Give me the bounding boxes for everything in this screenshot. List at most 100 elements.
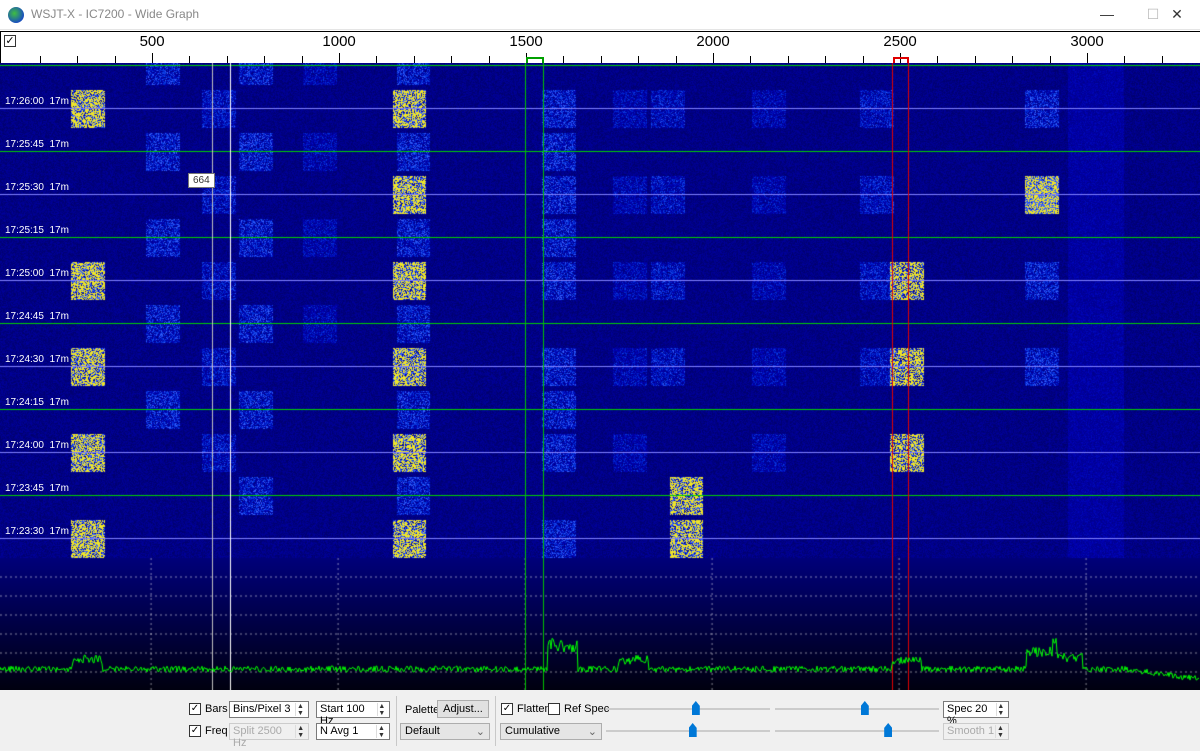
close-button[interactable]: ✕ <box>1171 6 1183 22</box>
slider-track <box>775 730 939 732</box>
tx-frequency-marker[interactable] <box>893 57 909 63</box>
scale-tick <box>488 56 490 63</box>
gain-slider[interactable] <box>606 696 770 716</box>
slider-thumb[interactable] <box>688 723 697 737</box>
spin-arrows-icon[interactable]: ▲ ▼ <box>376 703 386 717</box>
frequency-scale[interactable]: ✓ 500 1000 1500 2000 2500 3000 <box>0 31 1200 63</box>
scale-label: 500 <box>139 33 165 50</box>
ref-spec-checkbox[interactable]: Ref Spec <box>548 703 609 715</box>
spectrum-mode-dropdown[interactable]: Cumulative ⌄ <box>500 723 602 740</box>
time-label: 17:25:30 17m <box>5 182 69 193</box>
spin-arrows-icon[interactable]: ▲ ▼ <box>995 703 1005 717</box>
zero-slider[interactable] <box>775 696 939 716</box>
scale-label: 2000 <box>696 33 730 50</box>
freq-checkbox[interactable]: ✓ Freq <box>189 725 228 737</box>
spectrum-gain-slider[interactable] <box>606 718 770 738</box>
slider-track <box>606 730 770 732</box>
slider-thumb[interactable] <box>691 701 700 715</box>
slider-thumb[interactable] <box>884 723 893 737</box>
n-avg-value: N Avg 1 <box>320 725 359 737</box>
palette-label: Palette <box>405 704 440 716</box>
scale-checkbox[interactable]: ✓ <box>4 35 16 47</box>
scale-tick <box>1087 53 1089 63</box>
scale-tick <box>301 56 303 63</box>
slider-track <box>606 708 770 710</box>
flatten-checkbox[interactable]: ✓ Flatten <box>501 703 551 715</box>
scale-tick <box>1124 56 1126 63</box>
scale-tick <box>264 56 266 63</box>
freq-label: Freq <box>205 725 228 737</box>
waterfall-canvas[interactable] <box>0 63 1200 690</box>
scale-tick <box>114 56 116 63</box>
waterfall[interactable]: 17:26:00 17m 17:25:45 17m 17:25:30 17m 17:2… <box>0 63 1200 690</box>
smooth-value: Smooth 1 <box>947 725 995 737</box>
scale-label: 1500 <box>509 33 543 50</box>
scale-tick <box>750 56 752 63</box>
bars-label: Bars <box>205 703 228 715</box>
spectrum-mode-value: Cumulative <box>505 725 561 737</box>
scale-label: 2500 <box>883 33 917 50</box>
spectrum-zero-slider[interactable] <box>775 718 939 738</box>
adjust-button[interactable]: Adjust... <box>437 700 489 718</box>
scale-tick <box>451 56 453 63</box>
minimize-button[interactable]: — <box>1100 6 1114 22</box>
checkbox-box <box>548 703 560 715</box>
scale-tick <box>1012 56 1014 63</box>
scale-tick <box>974 56 976 63</box>
time-label: 17:23:30 17m <box>5 526 69 537</box>
n-avg-spinbox[interactable]: N Avg 1 ▲ ▼ <box>316 723 390 740</box>
time-label: 17:24:15 17m <box>5 397 69 408</box>
time-label: 17:25:00 17m <box>5 268 69 279</box>
title-bar: WSJT-X - IC7200 - Wide Graph — ☐ ✕ <box>0 0 1200 30</box>
app-icon <box>8 7 24 23</box>
slider-thumb[interactable] <box>860 701 869 715</box>
scale-label: 3000 <box>1070 33 1104 50</box>
chevron-down-icon: ⌄ <box>587 726 597 738</box>
spin-arrows-icon[interactable]: ▲ ▼ <box>295 703 305 717</box>
scale-tick <box>376 56 378 63</box>
bars-checkbox[interactable]: ✓ Bars <box>189 703 228 715</box>
scale-label: 1000 <box>322 33 356 50</box>
slider-track <box>775 708 939 710</box>
frequency-tooltip: 664 <box>188 173 215 188</box>
scale-tick <box>339 53 341 63</box>
spin-arrows-icon: ▲ ▼ <box>995 725 1005 739</box>
bins-pixel-spinbox[interactable]: Bins/Pixel 3 ▲ ▼ <box>229 701 309 718</box>
scale-tick <box>226 56 228 63</box>
time-label: 17:25:45 17m <box>5 139 69 150</box>
scale-tick <box>600 56 602 63</box>
checkmark-icon: ✓ <box>189 725 201 737</box>
scale-tick <box>413 56 415 63</box>
start-value: Start 100 Hz <box>320 703 365 727</box>
control-panel: ✓ Bars ✓ Freq Bins/Pixel 3 ▲ ▼ Split 2500 Hz… <box>0 690 1200 751</box>
ref-spec-label: Ref Spec <box>564 703 610 715</box>
spin-arrows-icon[interactable]: ▲ ▼ <box>376 725 386 739</box>
scale-tick <box>77 56 79 63</box>
scale-tick <box>152 53 154 63</box>
window-title: WSJT-X - IC7200 - Wide Graph <box>31 7 200 21</box>
maximize-button[interactable]: ☐ <box>1146 6 1160 22</box>
flatten-label: Flatten <box>517 703 551 715</box>
bins-pixel-value: Bins/Pixel 3 <box>233 703 291 715</box>
divider <box>396 696 397 746</box>
scale-tick <box>937 56 939 63</box>
start-spinbox[interactable]: Start 100 Hz ▲ ▼ <box>316 701 390 727</box>
time-label: 17:24:00 17m <box>5 440 69 451</box>
scale-tick <box>638 56 640 63</box>
divider <box>495 696 496 746</box>
scale-tick <box>862 56 864 63</box>
scale-tick <box>675 56 677 63</box>
scale-tick <box>1049 56 1051 63</box>
spec-spinbox[interactable]: Spec 20 % ▲ ▼ <box>943 701 1009 727</box>
scale-tick <box>713 53 715 63</box>
time-label: 17:25:15 17m <box>5 225 69 236</box>
scale-tick <box>1161 56 1163 63</box>
time-label: 17:24:30 17m <box>5 354 69 365</box>
scale-tick <box>563 56 565 63</box>
spin-arrows-icon: ▲ ▼ <box>295 725 305 739</box>
rx-frequency-marker[interactable] <box>526 57 544 63</box>
palette-dropdown[interactable]: Default ⌄ <box>400 723 490 740</box>
smooth-spinbox: Smooth 1 ▲ ▼ <box>943 723 1009 740</box>
scale-tick <box>189 56 191 63</box>
checkmark-icon: ✓ <box>501 703 513 715</box>
